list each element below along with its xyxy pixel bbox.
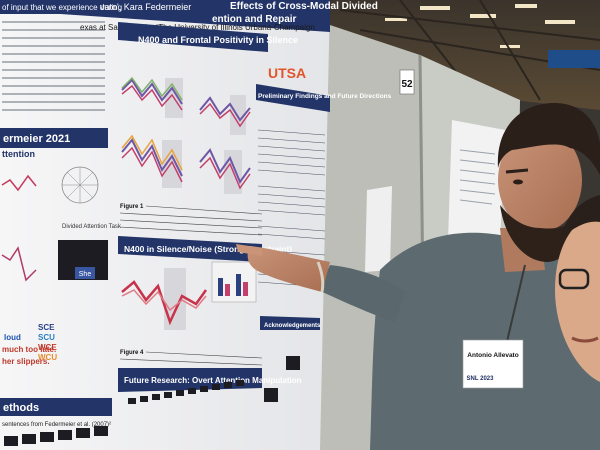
legend-sce: SCE <box>38 323 55 332</box>
acknowledgements-title: Acknowledgements <box>264 323 321 329</box>
attention-label: ttention <box>2 149 35 159</box>
presenter-pointing-finger <box>236 244 262 256</box>
presenter-beard <box>500 205 579 262</box>
methods-title: ethods <box>3 402 39 414</box>
future-research-stimuli <box>128 380 244 404</box>
she-box <box>75 267 95 279</box>
presenter-hair <box>497 103 600 175</box>
n400-silence-header <box>118 236 262 262</box>
presenter-sleeve <box>318 265 405 322</box>
presenter-bracelet <box>316 261 325 293</box>
word-loud: loud <box>4 333 21 342</box>
n400-frontal-title: N400 and Frontal Positivity in Silence <box>138 35 298 45</box>
erp-plot-5 <box>121 268 208 330</box>
poster-affiliations: exas at San Antonio, ²The University of … <box>80 23 315 32</box>
figure1-caption-lines <box>119 205 263 236</box>
left-erp-plot-2 <box>1 246 37 282</box>
divided-attention-label: Divided Attention Task <box>62 224 122 230</box>
second-person-hair <box>560 195 600 240</box>
note-paper <box>365 186 392 272</box>
legend-scu: SCU <box>38 333 55 342</box>
erp-plot-2 <box>199 95 251 135</box>
she-word: She <box>79 271 92 278</box>
head-topography-grid <box>62 167 98 203</box>
bar-plot <box>211 261 257 303</box>
methods-stimulus-strip <box>4 426 108 446</box>
legend-wcu: WCU <box>38 353 57 362</box>
n400-silence-title: N400 in Silence/Noise (Strong Constraint… <box>124 244 292 254</box>
badge-event: SNL 2023 <box>467 376 495 382</box>
figure4-caption-lines <box>119 351 263 366</box>
second-person <box>555 195 600 382</box>
preliminary-title: Preliminary Findings and Future Directio… <box>258 93 392 100</box>
badge-name: Antonio Allevato <box>467 352 518 359</box>
second-poster <box>448 120 505 245</box>
utsa-logo: UTSA <box>268 65 306 81</box>
preliminary-header <box>256 84 330 112</box>
name-badge <box>462 339 524 389</box>
board-number-tag <box>399 69 415 95</box>
poster-title-b: ention and Repair <box>212 14 297 25</box>
methods-header <box>0 398 112 416</box>
input-title: of input that we experience during <box>2 3 122 12</box>
qr-codes <box>264 356 300 402</box>
second-person-glasses <box>558 268 590 290</box>
second-person-mouth <box>571 336 599 343</box>
figure1-label: Figure 1 <box>120 204 144 210</box>
erp-plot-3 <box>121 134 183 188</box>
intro-text-lines <box>2 21 105 111</box>
board-number: 52 <box>401 79 413 90</box>
presenter-face <box>498 128 582 232</box>
erp-plot-1 <box>121 76 183 118</box>
input-title-bar <box>0 0 95 14</box>
presenter-forearm <box>247 246 330 292</box>
poster-title-a: Effects of Cross-Modal Divided <box>230 1 378 12</box>
n400-frontal-header <box>118 22 268 52</box>
legend-wce: WCE <box>38 343 57 352</box>
sentence-words: loud much too late. her slippers. <box>2 333 56 366</box>
presenter-eyebrow <box>505 168 529 174</box>
federmeier-title: ermeier 2021 <box>3 133 70 145</box>
presenter: Antonio Allevato SNL 2023 <box>236 103 600 450</box>
condition-legend: SCE SCU WCE WCU <box>38 323 57 362</box>
ceiling <box>330 0 600 110</box>
federmeier-citation: sentences from Federmeier et al. (2007)² <box>2 422 111 428</box>
distant-banner <box>548 50 600 68</box>
federmeier-header <box>0 128 108 148</box>
word-slippers: her slippers. <box>2 357 50 366</box>
poster-authors: vato', Kara Federmeier <box>100 2 191 12</box>
erp-plot-4 <box>199 148 251 194</box>
presenter-eye <box>513 179 523 185</box>
acknowledgements-header <box>260 316 320 330</box>
lanyard <box>504 264 526 351</box>
second-poster-lines <box>459 149 496 205</box>
word-late: much too late. <box>2 345 56 354</box>
left-erp-plot <box>1 174 37 192</box>
future-research-title: Future Research: Overt Attention Manipul… <box>124 376 302 385</box>
figure4-label: Figure 4 <box>120 350 144 356</box>
